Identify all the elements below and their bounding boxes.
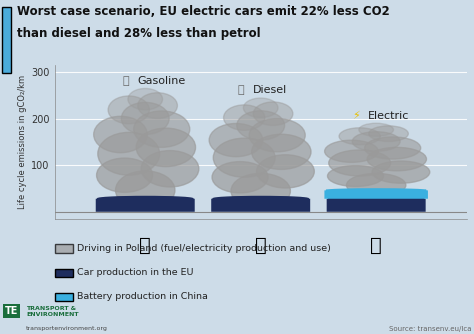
Ellipse shape [121, 103, 169, 135]
Ellipse shape [346, 173, 406, 197]
Text: Electric: Electric [368, 112, 409, 122]
FancyBboxPatch shape [96, 199, 195, 212]
FancyBboxPatch shape [327, 199, 426, 212]
Ellipse shape [116, 171, 175, 209]
Text: 💧: 💧 [122, 76, 129, 86]
Text: than diesel and 28% less than petrol: than diesel and 28% less than petrol [17, 27, 260, 40]
Ellipse shape [98, 132, 160, 175]
Text: ⚡: ⚡ [352, 112, 360, 122]
Ellipse shape [339, 128, 380, 145]
Ellipse shape [237, 111, 284, 140]
Ellipse shape [243, 98, 278, 118]
Text: 💧: 💧 [237, 86, 244, 96]
Ellipse shape [108, 96, 149, 124]
Text: 🚗: 🚗 [139, 235, 151, 255]
Ellipse shape [231, 173, 291, 208]
Ellipse shape [136, 128, 196, 167]
Y-axis label: Life cycle emissions in gCO₂/km: Life cycle emissions in gCO₂/km [18, 75, 27, 209]
Ellipse shape [98, 196, 193, 201]
Ellipse shape [256, 155, 314, 188]
Text: 🚗: 🚗 [370, 235, 382, 255]
Ellipse shape [325, 140, 378, 162]
FancyBboxPatch shape [211, 199, 310, 212]
Ellipse shape [365, 137, 421, 159]
Ellipse shape [212, 162, 268, 193]
Ellipse shape [252, 134, 311, 169]
FancyBboxPatch shape [324, 190, 428, 199]
Text: Worst case scenario, EU electric cars emit 22% less CO2: Worst case scenario, EU electric cars em… [17, 5, 389, 18]
Ellipse shape [352, 132, 400, 151]
Text: Battery production in China: Battery production in China [77, 293, 208, 301]
Ellipse shape [249, 119, 305, 152]
Ellipse shape [134, 111, 190, 147]
Text: Diesel: Diesel [253, 86, 287, 96]
Text: TE: TE [5, 306, 18, 316]
Ellipse shape [128, 89, 163, 110]
Text: TRANSPORT &
ENVIRONMENT: TRANSPORT & ENVIRONMENT [26, 307, 79, 317]
Ellipse shape [224, 105, 265, 130]
Ellipse shape [138, 93, 177, 119]
Text: Driving in Poland (fuel/electricity production and use): Driving in Poland (fuel/electricity prod… [77, 244, 331, 253]
Ellipse shape [328, 166, 383, 186]
Ellipse shape [359, 123, 393, 136]
Ellipse shape [253, 102, 293, 126]
Ellipse shape [328, 196, 424, 201]
Ellipse shape [372, 161, 430, 183]
Ellipse shape [367, 147, 427, 171]
Ellipse shape [213, 196, 308, 201]
Text: 🚗: 🚗 [255, 235, 266, 255]
Text: Source: transenv.eu/lca: Source: transenv.eu/lca [389, 326, 472, 332]
Ellipse shape [326, 189, 426, 192]
Ellipse shape [94, 116, 147, 153]
Ellipse shape [209, 124, 263, 157]
Text: Car production in the EU: Car production in the EU [77, 269, 193, 277]
Ellipse shape [369, 126, 408, 142]
Ellipse shape [141, 151, 199, 187]
Text: Gasoline: Gasoline [137, 76, 185, 86]
Ellipse shape [213, 138, 275, 177]
Ellipse shape [329, 150, 391, 176]
Ellipse shape [97, 158, 153, 192]
Text: transportenvironment.org: transportenvironment.org [26, 326, 108, 331]
